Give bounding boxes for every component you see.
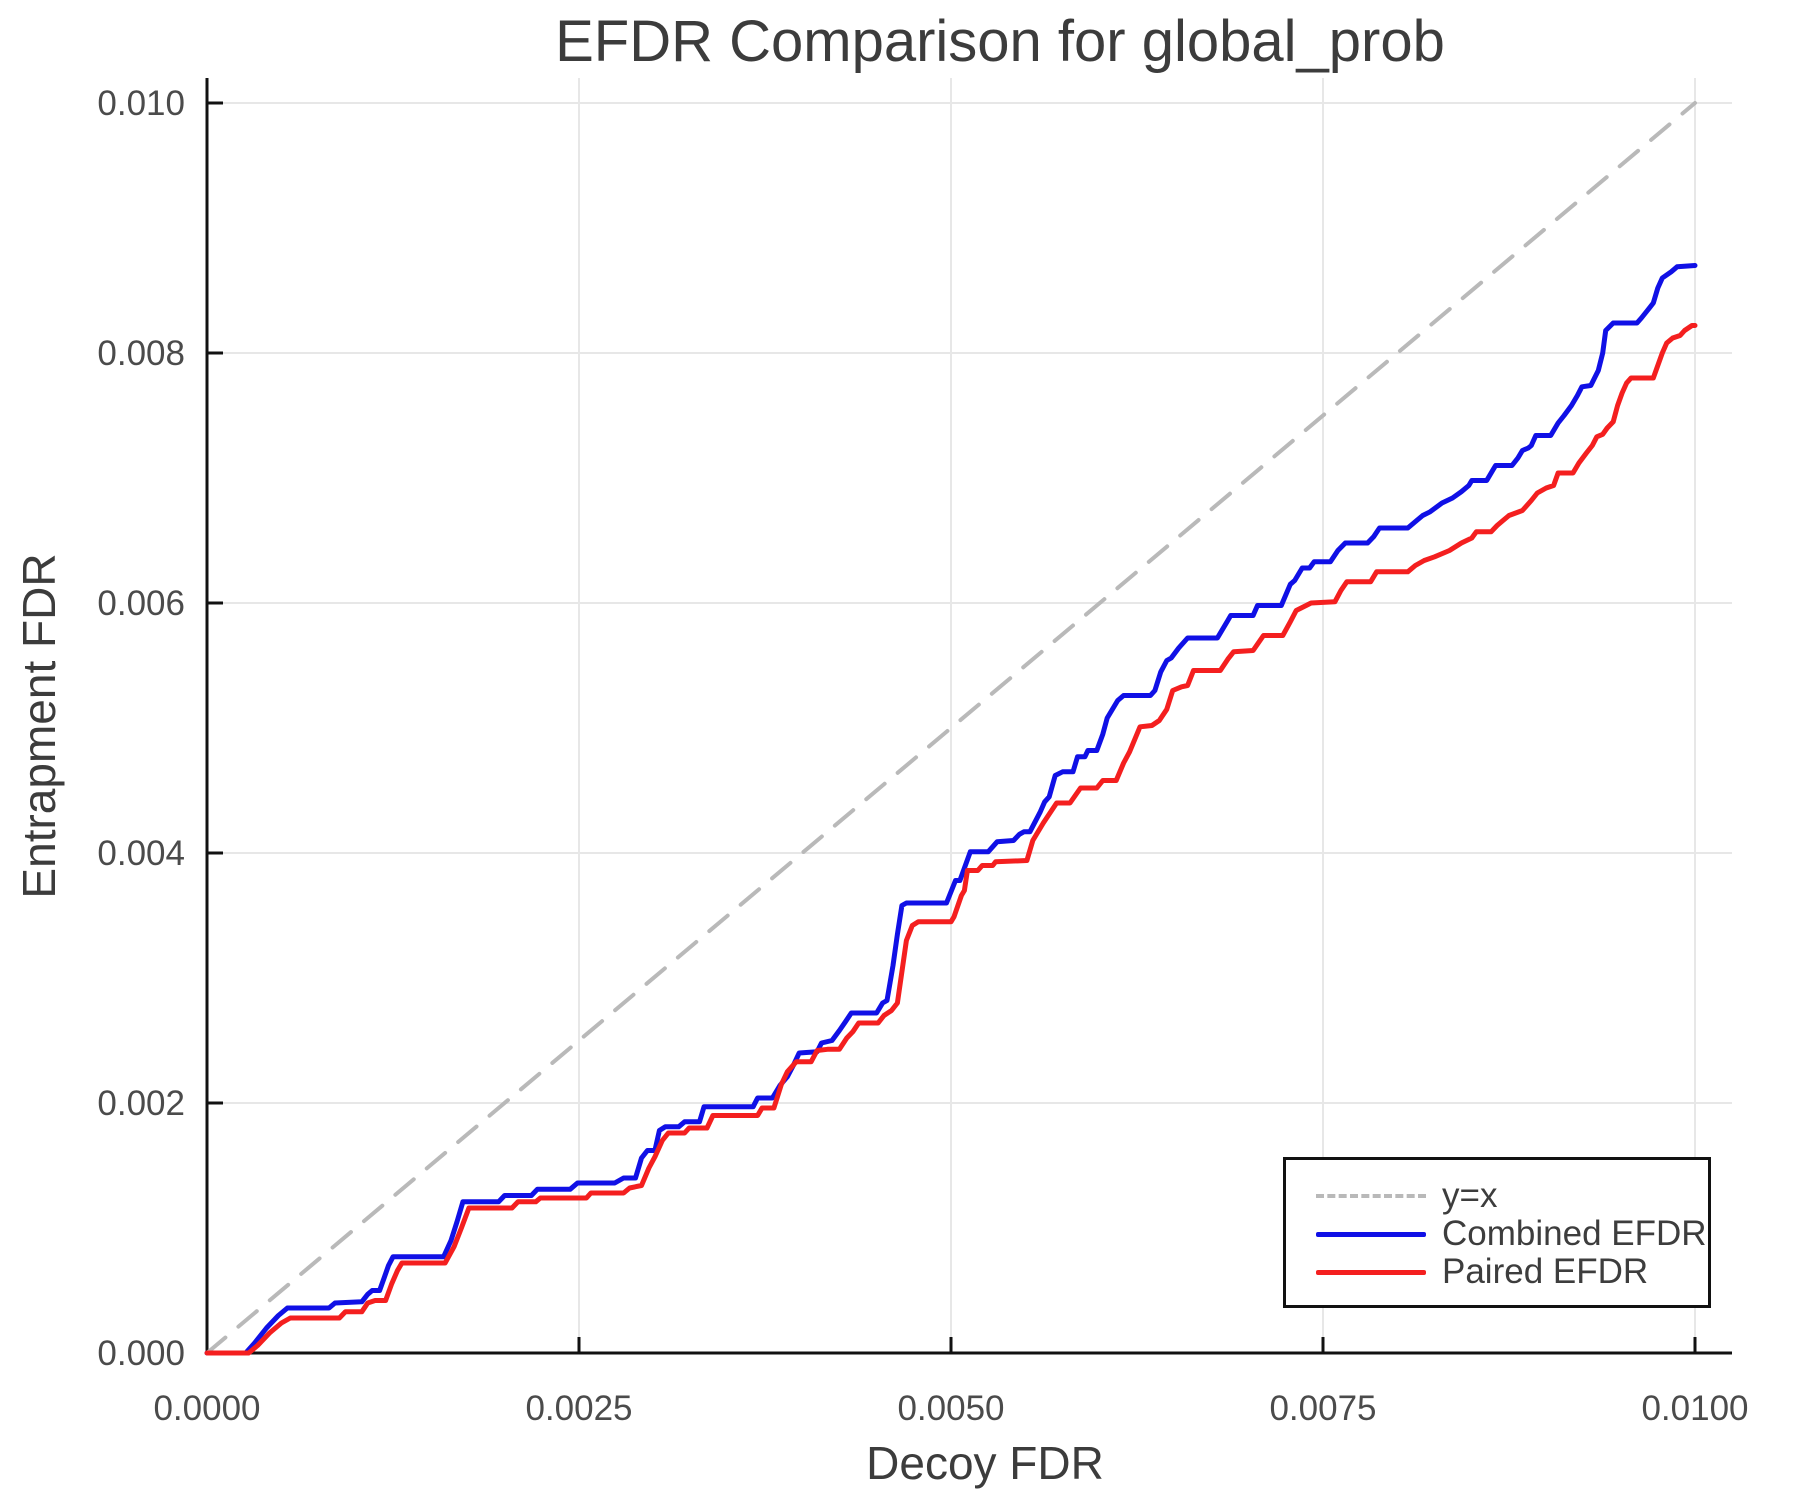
paired-efdr-line-sample	[1316, 1269, 1426, 1275]
combined-efdr-line-sample	[1316, 1231, 1426, 1237]
y-tick-label: 0.002	[97, 1084, 185, 1123]
legend-label-paired-efdr: Paired EFDR	[1442, 1252, 1649, 1291]
legend-item-combined-efdr: Combined EFDR	[1316, 1214, 1708, 1253]
legend-item-identity: y=x	[1316, 1176, 1708, 1215]
legend-item-paired-efdr: Paired EFDR	[1316, 1252, 1708, 1291]
legend: y=x Combined EFDR Paired EFDR	[1283, 1157, 1711, 1308]
x-tick-label: 0.0050	[897, 1389, 1004, 1428]
x-tick-label: 0.0025	[525, 1389, 632, 1428]
y-axis-title: Entrapment FDR	[13, 553, 65, 899]
legend-label-combined-efdr: Combined EFDR	[1442, 1214, 1707, 1253]
y-tick-label: 0.004	[97, 834, 185, 873]
combined-efdr-line	[204, 263, 1698, 1356]
identity-line-sample	[1316, 1194, 1426, 1198]
y-tick-label: 0.010	[97, 84, 185, 123]
y-tick-label: 0.000	[97, 1334, 185, 1373]
x-tick-label: 0.0100	[1641, 1389, 1748, 1428]
x-axis-title: Decoy FDR	[866, 1437, 1104, 1489]
x-tick-label: 0.0075	[1269, 1389, 1376, 1428]
y-tick-label: 0.008	[97, 334, 185, 373]
identity-line	[205, 101, 1697, 1355]
y-tick-label: 0.006	[97, 584, 185, 623]
legend-label-identity: y=x	[1442, 1176, 1498, 1215]
paired-efdr-line	[204, 323, 1698, 1356]
x-tick-label: 0.0000	[153, 1389, 260, 1428]
chart-title: EFDR Comparison for global_prob	[555, 9, 1445, 74]
